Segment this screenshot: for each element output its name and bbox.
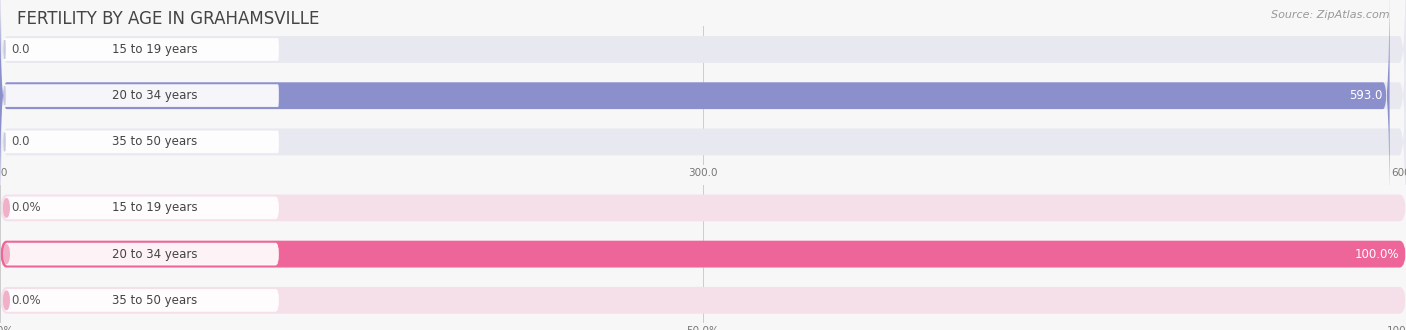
FancyBboxPatch shape [4, 197, 278, 219]
FancyBboxPatch shape [0, 27, 1406, 257]
FancyBboxPatch shape [4, 243, 278, 265]
FancyBboxPatch shape [0, 241, 1406, 268]
Text: 20 to 34 years: 20 to 34 years [112, 248, 198, 261]
Text: 15 to 19 years: 15 to 19 years [112, 201, 198, 214]
FancyBboxPatch shape [0, 0, 1389, 211]
FancyBboxPatch shape [0, 0, 1406, 165]
Text: 100.0%: 100.0% [1354, 248, 1399, 261]
Text: 593.0: 593.0 [1350, 89, 1382, 102]
Text: 0.0%: 0.0% [11, 201, 41, 214]
Circle shape [4, 245, 10, 263]
FancyBboxPatch shape [4, 131, 278, 153]
FancyBboxPatch shape [4, 85, 278, 107]
FancyBboxPatch shape [4, 39, 278, 60]
FancyBboxPatch shape [0, 241, 1406, 268]
Text: 0.0%: 0.0% [11, 294, 41, 307]
Text: 35 to 50 years: 35 to 50 years [112, 135, 198, 148]
FancyBboxPatch shape [4, 289, 278, 311]
Text: 0.0: 0.0 [11, 135, 30, 148]
Text: FERTILITY BY AGE IN GRAHAMSVILLE: FERTILITY BY AGE IN GRAHAMSVILLE [17, 10, 319, 28]
FancyBboxPatch shape [0, 194, 1406, 221]
Text: 35 to 50 years: 35 to 50 years [112, 294, 198, 307]
Text: 0.0: 0.0 [11, 43, 30, 56]
Text: 20 to 34 years: 20 to 34 years [112, 89, 198, 102]
Text: Source: ZipAtlas.com: Source: ZipAtlas.com [1271, 10, 1389, 20]
Text: 15 to 19 years: 15 to 19 years [112, 43, 198, 56]
Circle shape [4, 199, 10, 217]
FancyBboxPatch shape [0, 287, 1406, 314]
Circle shape [4, 291, 10, 310]
FancyBboxPatch shape [0, 0, 1406, 211]
